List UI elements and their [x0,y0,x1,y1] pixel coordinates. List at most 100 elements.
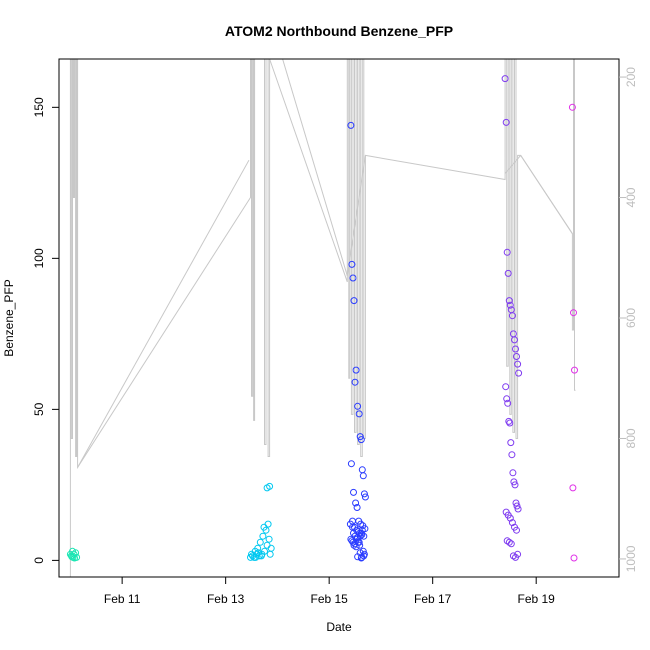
data-point [254,549,262,557]
y-tick-label: 150 [32,97,46,117]
data-point [503,248,511,256]
y2-line-connector [520,155,573,234]
data-point [260,523,268,531]
data-point [501,75,509,83]
data-point [256,538,264,546]
data-point [360,490,368,498]
data-point [356,433,364,441]
chart-title: ATOM2 Northbound Benzene_PFP [225,23,453,39]
y2-line-main [69,58,576,577]
data-point [259,532,267,540]
data-point [570,554,578,562]
data-point [514,550,522,558]
data-point [506,514,514,522]
data-point [569,484,577,492]
data-point [507,540,515,548]
data-point [514,505,522,513]
data-point [357,436,365,444]
y2-tick-label: 200 [624,67,638,87]
data-point [357,529,365,537]
y2-tick-label: 400 [624,187,638,207]
data-point [361,493,369,501]
data-point [511,481,519,489]
data-point [358,526,366,534]
data-point [350,488,357,496]
data-point [514,360,522,368]
y2-line-connector [77,159,250,468]
data-point [349,274,357,282]
x-tick-label: Feb 19 [518,592,556,606]
data-point [509,552,517,560]
y2-line-connector [272,58,348,276]
data-point [265,535,273,543]
data-point [351,378,359,386]
data-point [263,541,271,549]
data-point [247,553,254,561]
data-point [571,366,578,374]
y2-line-connector [504,155,522,174]
data-point [254,544,262,552]
plot-frame [58,58,620,578]
data-point [354,402,362,410]
data-point [513,502,521,510]
data-point [357,554,365,562]
y2-line-series [69,58,576,577]
data-point [347,121,355,129]
x-axis-label: Date [326,620,352,634]
data-point [503,395,511,403]
x-tick-label: Feb 13 [207,592,245,606]
data-point [568,103,576,111]
y-tick-label: 50 [32,402,46,416]
data-points [66,75,578,562]
data-point [266,482,274,490]
data-point [352,499,360,507]
y2-line-connector [346,155,366,276]
data-point [512,499,520,507]
x-tick-label: Feb 11 [104,592,141,606]
data-point [359,472,367,480]
data-point [506,419,514,427]
data-point [505,417,513,425]
y2-axis: 200 400 600 800 1000 [619,67,638,572]
data-point [354,553,362,561]
y-tick-label: 100 [32,248,46,268]
y-axis-label: Benzene_PFP [2,279,16,356]
y-tick-label: 0 [32,557,46,564]
x-axis: Feb 11 Feb 13 Feb 15 Feb 17 Feb 19 [104,576,556,606]
data-point [353,504,361,511]
data-point [347,460,355,468]
y2-tick-label: 1000 [624,545,638,572]
data-point [508,451,516,459]
data-point [267,544,275,552]
data-point [350,297,358,305]
x-tick-label: Feb 15 [310,592,348,606]
data-point [73,553,81,561]
data-point [513,526,520,534]
data-point [510,478,518,486]
y2-tick-label: 800 [624,428,638,448]
data-point [508,312,516,320]
data-point [502,383,510,391]
data-point [502,118,510,126]
data-point [358,466,366,474]
data-point [72,549,80,557]
data-point [509,469,517,477]
data-point [570,309,577,317]
data-point [348,260,356,268]
x-tick-label: Feb 17 [414,592,452,606]
data-point [504,399,512,407]
y-axis: 0 50 100 150 [32,97,59,564]
data-point [511,336,518,344]
data-point [507,439,515,447]
data-point [352,366,360,374]
data-point [355,410,363,418]
data-point [264,520,272,528]
data-point [266,550,274,558]
data-point [505,538,513,546]
data-point [356,541,364,549]
data-point [505,297,513,305]
data-point [512,345,519,353]
data-point [515,369,523,377]
y2-tick-label: 600 [624,308,638,328]
